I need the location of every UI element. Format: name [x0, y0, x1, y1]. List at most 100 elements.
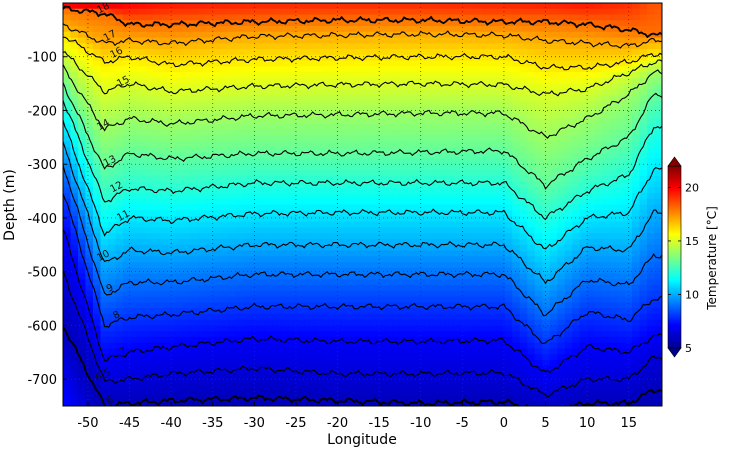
heatmap-cell	[482, 250, 491, 257]
heatmap-cell	[250, 377, 259, 384]
heatmap-cell	[369, 296, 379, 303]
heatmap-cell	[152, 14, 161, 21]
heatmap-cell	[190, 112, 199, 119]
heatmap-cell	[220, 135, 229, 142]
heatmap-cell	[512, 371, 521, 378]
heatmap-cell	[347, 382, 356, 390]
heatmap-cell	[527, 141, 536, 148]
heatmap-cell	[167, 348, 176, 355]
heatmap-cell	[220, 359, 229, 367]
heatmap-cell	[242, 359, 251, 367]
heatmap-cell	[272, 273, 281, 280]
heatmap-cell	[384, 123, 394, 131]
heatmap-cell	[190, 325, 199, 332]
heatmap-cell	[257, 72, 266, 79]
heatmap-cell	[399, 388, 409, 396]
heatmap-cell	[355, 3, 364, 10]
heatmap-cell	[384, 198, 394, 206]
heatmap-cell	[227, 72, 236, 79]
heatmap-cell	[587, 54, 596, 62]
heatmap-cell	[474, 77, 483, 85]
heatmap-cell	[122, 204, 131, 211]
heatmap-cell	[369, 135, 379, 142]
heatmap-cell	[257, 290, 266, 298]
heatmap-cell	[182, 256, 191, 263]
heatmap-cell	[355, 8, 364, 16]
heatmap-cell	[160, 359, 169, 367]
heatmap-cell	[399, 31, 409, 39]
heatmap-cell	[512, 49, 521, 56]
heatmap-cell	[369, 95, 379, 102]
heatmap-cell	[220, 319, 229, 326]
heatmap-cell	[489, 152, 498, 160]
heatmap-cell	[257, 221, 266, 229]
heatmap-cell	[572, 118, 581, 125]
heatmap-cell	[70, 210, 79, 217]
heatmap-cell	[145, 388, 154, 396]
heatmap-cell	[482, 83, 491, 90]
heatmap-cell	[152, 146, 161, 154]
heatmap-cell	[287, 273, 296, 280]
heatmap-cell	[227, 388, 236, 396]
heatmap-cell	[137, 273, 146, 280]
heatmap-cell	[302, 112, 311, 119]
heatmap-cell	[527, 112, 536, 119]
heatmap-cell	[257, 371, 266, 378]
heatmap-cell	[579, 158, 588, 165]
heatmap-cell	[122, 141, 131, 148]
heatmap-cell	[497, 20, 506, 27]
heatmap-cell	[377, 100, 386, 108]
heatmap-cell	[594, 26, 603, 33]
heatmap-cell	[407, 100, 416, 108]
heatmap-cell	[92, 100, 102, 108]
heatmap-cell	[130, 37, 139, 44]
heatmap-cell	[542, 20, 551, 27]
heatmap-cell	[295, 49, 304, 56]
heatmap-cell	[437, 308, 446, 315]
heatmap-cell	[482, 325, 491, 332]
heatmap-cell	[227, 146, 236, 154]
heatmap-cell	[444, 296, 453, 303]
heatmap-cell	[587, 250, 596, 257]
heatmap-cell	[452, 377, 461, 384]
heatmap-cell	[295, 290, 304, 298]
heatmap-cell	[497, 348, 506, 355]
heatmap-cell	[332, 342, 341, 350]
heatmap-cell	[594, 14, 603, 21]
heatmap-cell	[527, 164, 536, 171]
heatmap-cell	[459, 95, 468, 102]
heatmap-cell	[474, 8, 483, 16]
heatmap-cell	[280, 31, 289, 39]
heatmap-cell	[77, 72, 87, 79]
heatmap-cell	[122, 331, 131, 338]
heatmap-cell	[70, 325, 79, 332]
heatmap-cell	[295, 382, 304, 390]
heatmap-cell	[504, 382, 513, 390]
heatmap-cell	[175, 273, 184, 280]
heatmap-cell	[265, 3, 274, 10]
heatmap-cell	[235, 146, 244, 154]
heatmap-cell	[549, 239, 558, 246]
heatmap-cell	[63, 400, 72, 406]
heatmap-cell	[444, 216, 453, 223]
heatmap-cell	[549, 244, 558, 252]
heatmap-cell	[280, 198, 289, 206]
heatmap-cell	[235, 216, 244, 223]
heatmap-cell	[549, 152, 558, 160]
heatmap-cell	[489, 290, 498, 298]
heatmap-cell	[63, 129, 72, 137]
heatmap-cell	[152, 342, 161, 350]
heatmap-cell	[504, 152, 513, 160]
heatmap-cell	[384, 233, 394, 240]
heatmap-cell	[347, 308, 356, 315]
heatmap-cell	[587, 371, 596, 378]
heatmap-cell	[182, 216, 191, 223]
heatmap-cell	[250, 129, 259, 137]
heatmap-cell	[587, 3, 596, 10]
heatmap-cell	[242, 100, 251, 108]
heatmap-cell	[392, 313, 401, 321]
heatmap-cell	[497, 192, 506, 200]
heatmap-cell	[302, 296, 311, 303]
heatmap-cell	[197, 233, 206, 240]
heatmap-cell	[542, 123, 551, 131]
